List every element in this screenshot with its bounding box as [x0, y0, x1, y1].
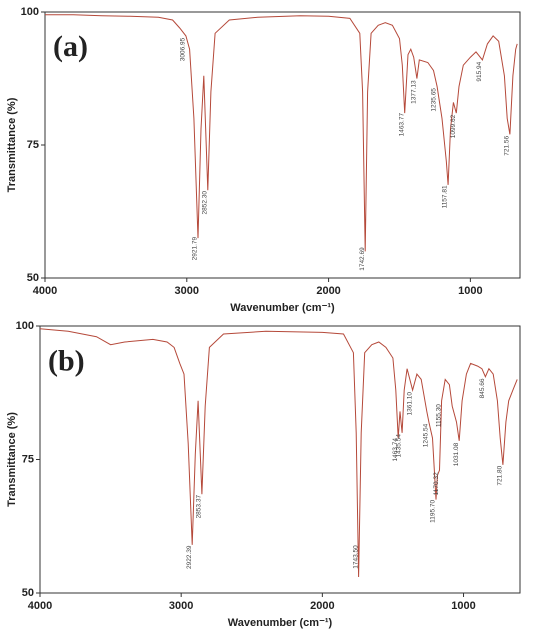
x-axis-label: Wavenumber (cm⁻¹)	[228, 617, 333, 629]
y-axis-label: Transmittance (%)	[6, 412, 18, 507]
peak-label: 1195.70	[430, 499, 437, 522]
peak-label: 1361.10	[406, 392, 413, 416]
peak-label: 1245.54	[423, 423, 430, 447]
x-tick-label: 2000	[310, 600, 334, 612]
peak-label: 2921.79	[192, 236, 199, 260]
x-tick-label: 4000	[28, 600, 52, 612]
peak-label: 1157.81	[442, 185, 449, 208]
peak-label: 1031.08	[453, 442, 460, 466]
y-tick-label: 100	[21, 6, 39, 18]
x-axis-label: Wavenumber (cm⁻¹)	[230, 302, 335, 314]
peak-label: 1170.32	[433, 472, 440, 495]
y-tick-label: 75	[27, 139, 39, 151]
peak-label: 845.66	[479, 378, 486, 398]
peak-label: 915.94	[476, 61, 483, 81]
panel-label: (a)	[53, 30, 88, 63]
peak-label: 1435.54	[396, 434, 403, 458]
peak-label: 2852.30	[201, 191, 208, 215]
peak-label: 2853.37	[196, 495, 203, 519]
x-tick-label: 2000	[316, 285, 340, 297]
x-tick-label: 4000	[33, 285, 57, 297]
plot-frame	[44, 11, 521, 279]
peak-label: 1377.13	[411, 80, 418, 104]
x-tick-label: 1000	[458, 285, 482, 297]
peak-label: 1742.69	[359, 247, 366, 271]
spectrum-line	[39, 328, 518, 578]
peak-label: 1463.74	[392, 438, 399, 462]
spectrum-line	[45, 14, 518, 252]
peak-label: 2922.39	[186, 545, 193, 569]
peak-label: 721.56	[504, 136, 511, 156]
y-tick-label: 100	[16, 320, 34, 332]
peak-label: 3006.95	[180, 37, 187, 61]
y-axis-label: Transmittance (%)	[6, 97, 18, 192]
plot-frame	[39, 325, 521, 594]
peak-label: 1463.77	[398, 113, 405, 137]
peak-label: 1235.65	[431, 88, 438, 112]
y-tick-label: 50	[27, 272, 39, 284]
peak-label: 1099.62	[450, 114, 457, 138]
y-tick-label: 50	[22, 587, 34, 599]
y-tick-label: 75	[22, 453, 34, 465]
peak-label: 1743.50	[352, 545, 359, 569]
peak-label: 721.80	[497, 465, 504, 485]
x-tick-label: 1000	[451, 600, 475, 612]
panel-label: (b)	[48, 344, 85, 377]
peak-label: 1155.30	[435, 404, 442, 427]
x-tick-label: 3000	[175, 285, 199, 297]
x-tick-label: 3000	[169, 600, 193, 612]
